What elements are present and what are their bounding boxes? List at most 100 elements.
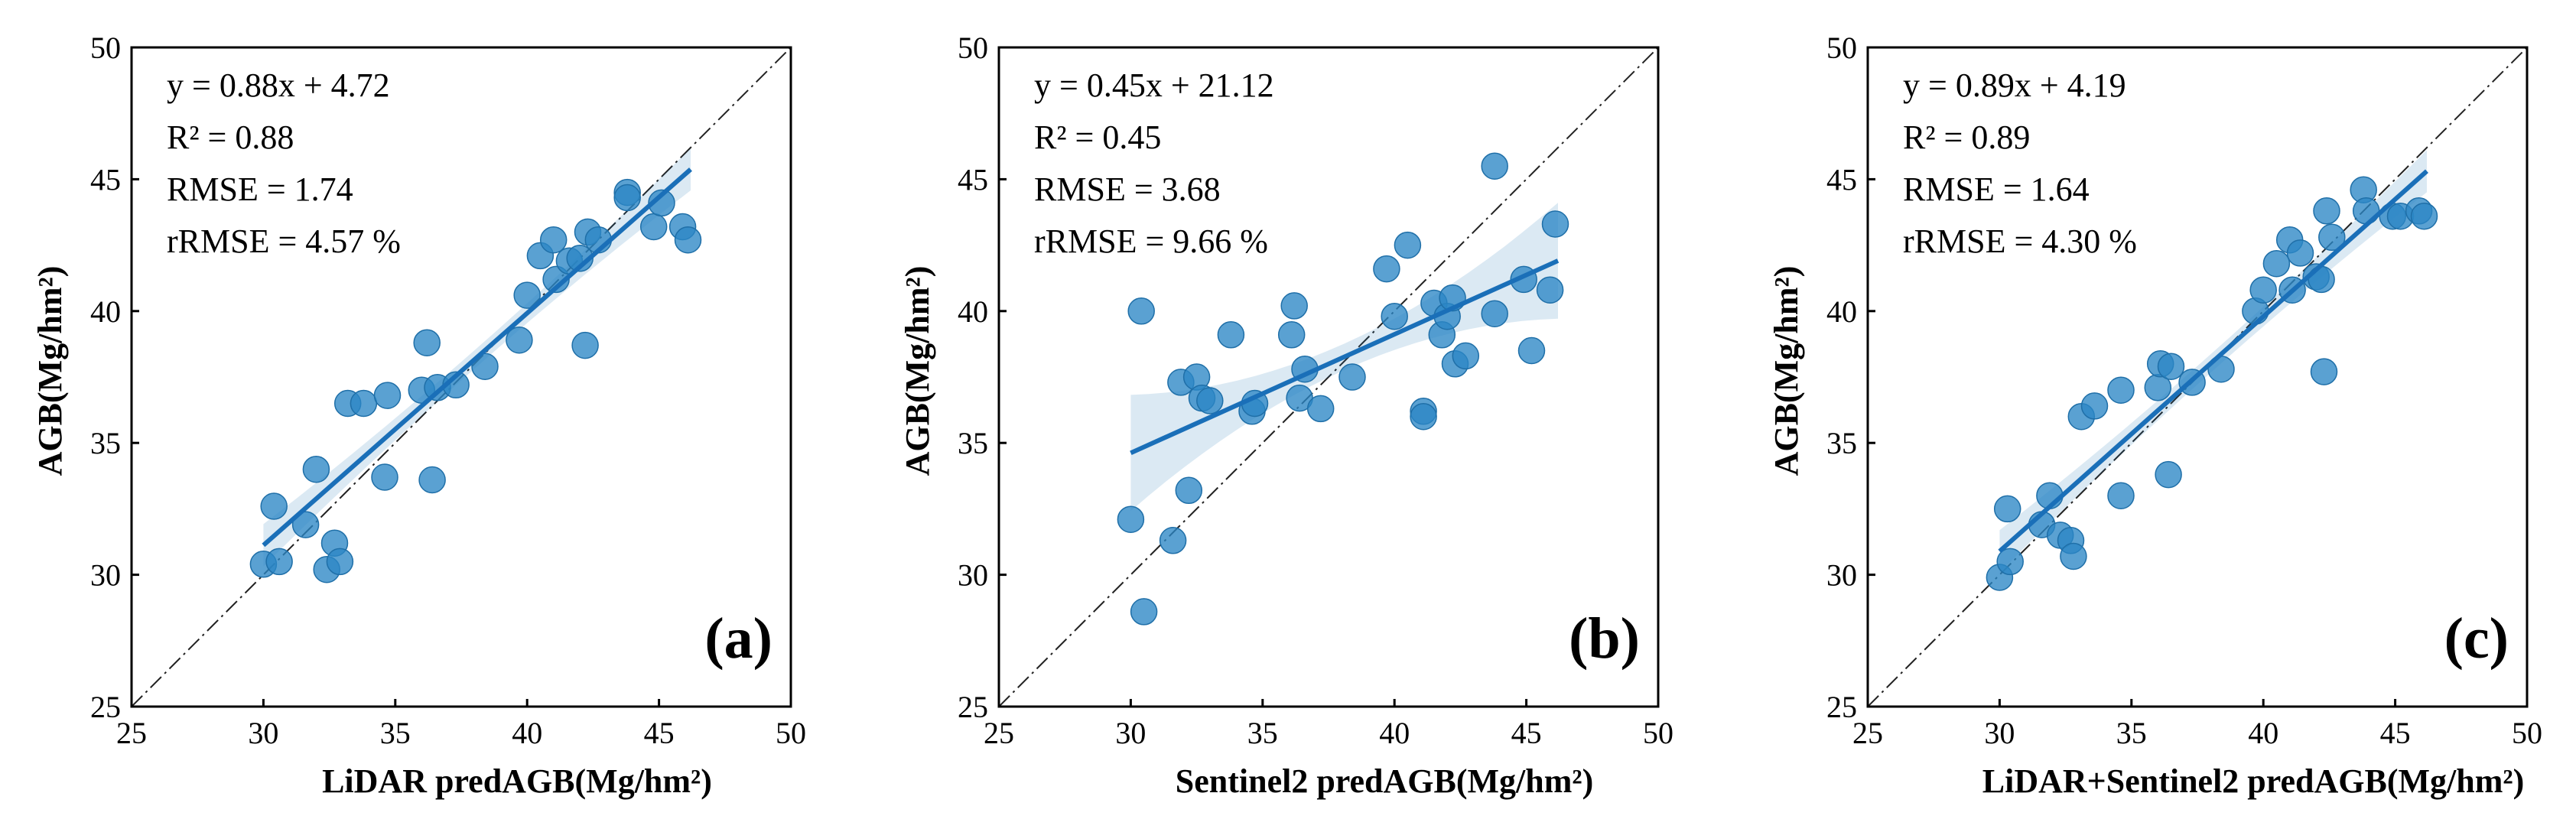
panel-a-point-1 — [265, 548, 293, 576]
panel-b-point-34 — [1541, 210, 1569, 238]
panel-b-x-tick-label-40: 40 — [1379, 716, 1410, 750]
panel-b-x-tick-label-30: 30 — [1115, 716, 1146, 750]
panel-a-point-19 — [513, 281, 541, 309]
panel-c-x-axis-label: LiDAR+Sentinel2 predAGB(Mg/hm²) — [1982, 762, 2524, 800]
panel-a-point-21 — [539, 226, 568, 254]
panel-a-y-tick-label-25: 25 — [90, 690, 121, 724]
panel-a-x-tick-label-45: 45 — [644, 716, 675, 750]
panel-b-identity-line — [999, 47, 1658, 707]
panel-a-rrmse: rRMSE = 4.57 % — [167, 223, 401, 260]
panel-a-y-tick-label-35: 35 — [90, 426, 121, 460]
panel-b-point-3 — [1159, 527, 1187, 554]
panel-a-y-tick-label-45: 45 — [90, 162, 121, 197]
panel-a-point-30 — [639, 213, 668, 241]
panel-b-point-9 — [1217, 321, 1245, 349]
panel-c-y-tick-label-40: 40 — [1826, 294, 1857, 329]
panel-b-plot-area — [999, 47, 1658, 707]
panel-c-plot-area — [1868, 47, 2527, 707]
panel-a-plot-area — [132, 47, 791, 707]
panel-a-r2: R² = 0.88 — [167, 119, 294, 156]
panel-b-equation: y = 0.45x + 21.12 — [1034, 67, 1274, 104]
panel-c-stats: y = 0.89x + 4.19 R² = 0.89 RMSE = 1.64 r… — [1903, 67, 2137, 260]
panel-c-equation: y = 0.89x + 4.19 — [1903, 67, 2126, 104]
panel-b-y-tick-label-40: 40 — [958, 294, 988, 329]
panel-a-stats: y = 0.88x + 4.72 R² = 0.88 RMSE = 1.74 r… — [167, 67, 401, 260]
panel-b-point-30 — [1481, 300, 1508, 327]
panel-b-y-tick-label-35: 35 — [958, 426, 988, 460]
panel-a-point-7 — [326, 548, 354, 576]
panel-c-tag: (c) — [2444, 606, 2509, 671]
panel-b-point-2 — [1130, 598, 1158, 626]
panel-c-x-tick-label-35: 35 — [2116, 716, 2147, 750]
panel-a-frame — [130, 46, 792, 708]
panel-c-point-34 — [2410, 202, 2438, 230]
panel-c-rrmse: rRMSE = 4.30 % — [1903, 223, 2137, 260]
panel-b-point-33 — [1536, 276, 1564, 304]
panel-b-y-tick-label-45: 45 — [958, 162, 988, 197]
panel-b-point-16 — [1306, 395, 1335, 423]
panel-b-x-tick-label-35: 35 — [1247, 716, 1278, 750]
panel-c-point-15 — [2157, 353, 2185, 380]
panel-c-point-28 — [2318, 223, 2346, 252]
panel-b-point-12 — [1277, 321, 1306, 349]
panel-a: 25 30 35 40 45 50 25 30 35 40 45 50 y = 0.88x + 4.7… — [31, 31, 806, 800]
panel-b-plot-layer: 25 30 35 40 45 50 25 30 35 40 45 50 — [958, 31, 1673, 750]
panel-a-x-axis-label: LiDAR predAGB(Mg/hm²) — [322, 762, 712, 800]
panel-c-point-2 — [1993, 495, 2021, 523]
panel-c-y-tick-label-45: 45 — [1826, 162, 1857, 197]
panel-c-x-tick-label-50: 50 — [2512, 716, 2542, 750]
panel-a-point-17 — [471, 353, 499, 380]
panel-a-point-14 — [418, 466, 446, 494]
panel-b: 25 30 35 40 45 50 25 30 35 40 45 50 y = 0.45x + 21.… — [899, 31, 1673, 800]
panel-b-point-28 — [1452, 342, 1480, 370]
panel-b-point-18 — [1373, 255, 1400, 283]
panel-a-point-18 — [506, 326, 533, 354]
panel-b-frame — [997, 46, 1660, 708]
panel-a-y-tick-label-30: 30 — [90, 558, 121, 593]
panel-c-point-9 — [2080, 392, 2109, 420]
panel-b-rrmse: rRMSE = 9.66 % — [1034, 223, 1268, 260]
panel-c-point-19 — [2249, 276, 2277, 304]
panel-c-y-tick-label-35: 35 — [1826, 426, 1857, 460]
panel-a-point-31 — [648, 189, 675, 217]
panel-c-plot-layer: 25 30 35 40 45 50 25 30 35 40 45 50 — [1826, 31, 2542, 750]
panel-a-point-13 — [413, 329, 441, 356]
panel-c-point-10 — [2107, 482, 2135, 509]
panel-b-point-19 — [1381, 302, 1408, 330]
panel-c-point-11 — [2107, 376, 2135, 404]
panel-b-point-1 — [1127, 297, 1155, 325]
panel-a-point-22 — [542, 265, 570, 294]
panel-b-point-17 — [1338, 363, 1366, 391]
panel-a-point-9 — [350, 389, 378, 418]
panel-b-regression-line — [1130, 258, 1560, 456]
panel-b-point-5 — [1175, 476, 1203, 505]
panel-b-stats: y = 0.45x + 21.12 R² = 0.45 RMSE = 3.68 … — [1034, 67, 1274, 260]
panel-b-point-0 — [1117, 505, 1145, 533]
panel-c-y-tick-label-30: 30 — [1826, 558, 1857, 593]
panel-c-y-tick-label-50: 50 — [1826, 31, 1857, 65]
panel-a-point-25 — [571, 331, 599, 359]
panel-a-x-tick-label-30: 30 — [248, 716, 278, 750]
panel-c: 25 30 35 40 45 50 25 30 35 40 45 50 y = 0.89x + 4.1… — [1768, 31, 2542, 800]
panel-c-point-1 — [1996, 548, 2024, 576]
panel-a-x-tick-label-50: 50 — [776, 716, 806, 750]
panel-a-equation: y = 0.88x + 4.72 — [167, 67, 390, 104]
panel-c-point-7 — [2060, 542, 2087, 570]
panel-a-point-2 — [260, 492, 288, 520]
panel-a-plot-layer: 25 30 35 40 45 50 25 30 35 40 45 50 — [90, 31, 806, 750]
panel-c-frame — [1866, 46, 2529, 708]
panel-b-point-29 — [1481, 152, 1508, 180]
panel-b-point-22 — [1410, 402, 1437, 431]
panel-b-y-axis-label: AGB(Mg/hm²) — [899, 266, 936, 476]
panel-c-point-14 — [2155, 460, 2182, 489]
panel-b-x-axis-label: Sentinel2 predAGB(Mg/hm²) — [1176, 762, 1594, 800]
panel-a-point-4 — [302, 455, 330, 483]
panel-b-y-tick-label-30: 30 — [958, 558, 988, 593]
panel-a-regression-line — [262, 167, 692, 548]
panel-a-point-10 — [371, 463, 398, 491]
panel-a-point-33 — [674, 226, 702, 254]
panel-a-rmse: RMSE = 1.74 — [167, 171, 353, 208]
panel-c-rmse: RMSE = 1.64 — [1903, 171, 2090, 208]
panel-a-x-tick-label-40: 40 — [512, 716, 542, 750]
panel-a-point-11 — [373, 382, 402, 409]
